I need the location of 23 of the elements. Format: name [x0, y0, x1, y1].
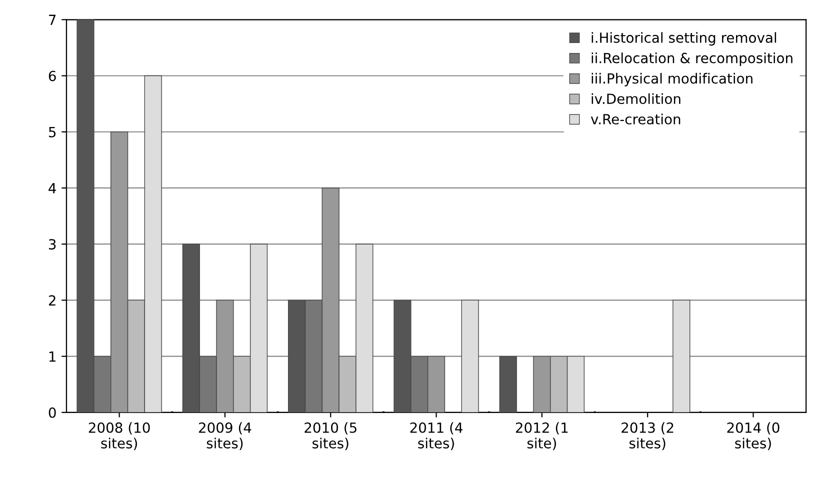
legend-label: iii.Physical modification — [592, 72, 752, 86]
y-tick-label: 6 — [48, 70, 56, 82]
bar — [672, 300, 690, 412]
legend-label: iv.Demolition — [592, 93, 680, 104]
x-tick-label: 2009 (4 sites) — [198, 422, 252, 450]
x-tick-label: 2010 (5 sites) — [304, 422, 356, 450]
bar — [461, 300, 479, 412]
y-tick-label: 5 — [48, 127, 56, 138]
x-tick-label: 2014 (0 sites) — [727, 422, 780, 450]
y-tick-label: 4 — [48, 183, 56, 194]
legend-label: ii.Relocation & recomposition — [592, 52, 792, 66]
y-tick-label: 0 — [48, 407, 56, 418]
bar — [499, 356, 517, 412]
x-tick-label: 2008 (10 sites) — [88, 422, 150, 450]
y-tick-label: 3 — [48, 239, 56, 250]
x-tick-label: 2011 (4 sites) — [410, 422, 463, 450]
legend-label: i.Historical setting removal — [592, 32, 776, 46]
y-tick-label: 1 — [49, 351, 56, 362]
y-tick-label: 7 — [49, 14, 56, 25]
x-tick-label: 2013 (2 sites) — [622, 422, 674, 450]
x-tick-label: 2012 (1 site) — [516, 422, 568, 450]
legend-label: v.Re-creation — [590, 114, 680, 124]
y-tick-label: 2 — [48, 295, 56, 306]
